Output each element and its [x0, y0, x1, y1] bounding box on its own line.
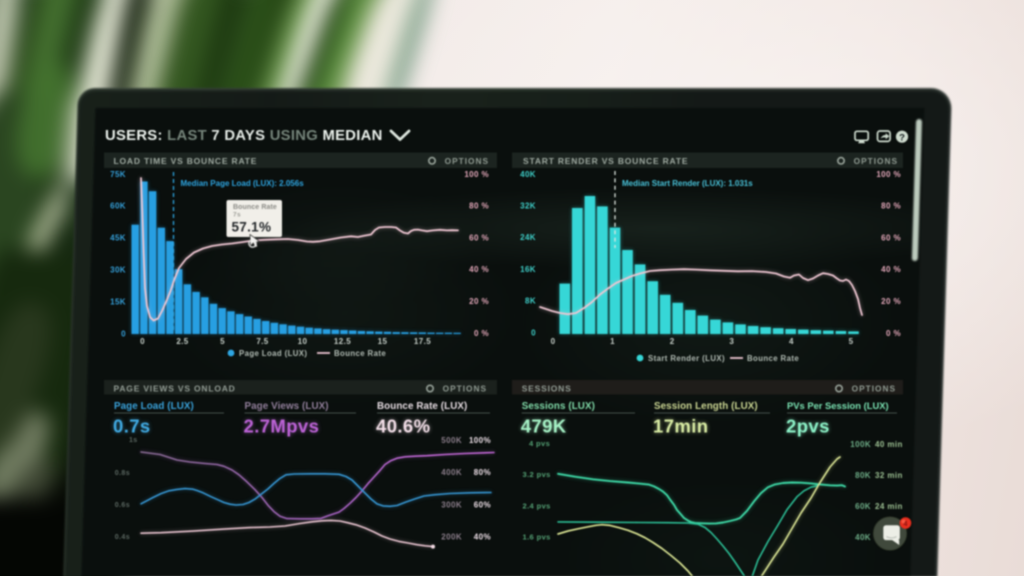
svg-text:0: 0	[140, 337, 145, 346]
svg-text:24 min: 24 min	[875, 502, 903, 511]
svg-text:60K: 60K	[855, 502, 871, 511]
svg-text:0.6s: 0.6s	[115, 502, 130, 509]
svg-text:17min: 17min	[653, 416, 708, 437]
svg-text:2.7Mpvs: 2.7Mpvs	[244, 416, 320, 437]
svg-text:60 %: 60 %	[469, 233, 489, 242]
svg-text:5: 5	[849, 337, 854, 346]
svg-text:24K: 24K	[520, 233, 536, 242]
svg-text:Page Load (LUX): Page Load (LUX)	[239, 349, 307, 358]
svg-text:400K: 400K	[441, 468, 462, 477]
svg-text:Median Start Render (LUX): 1.0: Median Start Render (LUX): 1.031s	[622, 179, 753, 188]
svg-text:32K: 32K	[520, 202, 536, 211]
svg-text:Bounce Rate: Bounce Rate	[747, 354, 799, 363]
svg-text:4: 4	[904, 521, 908, 528]
svg-text:17min: 17min	[653, 416, 708, 437]
svg-text:40 %: 40 %	[469, 265, 489, 274]
svg-text:479K: 479K	[521, 416, 567, 437]
svg-text:5: 5	[220, 337, 225, 346]
svg-text:2pvs: 2pvs	[786, 416, 830, 437]
svg-text:Page Load (LUX): Page Load (LUX)	[114, 401, 194, 412]
svg-text:2pvs: 2pvs	[786, 416, 830, 437]
svg-text:OPTIONS: OPTIONS	[445, 156, 489, 166]
svg-text:7.5: 7.5	[256, 337, 268, 346]
svg-text:8K: 8K	[525, 297, 536, 306]
svg-text:Page Views (LUX): Page Views (LUX)	[245, 401, 329, 412]
svg-text:OPTIONS: OPTIONS	[443, 384, 487, 394]
svg-text:75K: 75K	[110, 170, 126, 179]
svg-text:10: 10	[298, 337, 308, 346]
svg-text:40K: 40K	[520, 170, 536, 179]
svg-text:60 %: 60 %	[881, 233, 901, 242]
svg-text:3: 3	[729, 337, 734, 346]
svg-text:0.7s: 0.7s	[113, 416, 151, 437]
svg-text:32 min: 32 min	[875, 471, 903, 480]
svg-text:60K: 60K	[110, 202, 126, 211]
svg-text:4 pvs: 4 pvs	[529, 439, 550, 448]
svg-text:START RENDER VS BOUNCE RATE: START RENDER VS BOUNCE RATE	[523, 156, 688, 166]
svg-text:LOAD TIME VS BOUNCE RATE: LOAD TIME VS BOUNCE RATE	[114, 156, 258, 166]
svg-text:500K: 500K	[441, 436, 462, 445]
svg-text:Sessions (LUX): Sessions (LUX)	[522, 401, 595, 412]
svg-text:100 %: 100 %	[876, 170, 901, 179]
svg-text:80 %: 80 %	[469, 202, 489, 211]
svg-text:40.6%: 40.6%	[376, 416, 430, 437]
svg-text:15: 15	[378, 337, 388, 346]
svg-text:0: 0	[551, 337, 556, 346]
svg-text:15K: 15K	[110, 297, 126, 306]
svg-text:57.1%: 57.1%	[232, 220, 272, 235]
svg-text:40%: 40%	[474, 533, 491, 542]
svg-text:40.6%: 40.6%	[376, 416, 430, 437]
svg-text:30K: 30K	[110, 266, 126, 275]
svg-text:2.4 pvs: 2.4 pvs	[523, 501, 551, 510]
svg-text:USERS: LAST 7 DAYS USING MEDIA: USERS: LAST 7 DAYS USING MEDIAN	[105, 128, 383, 144]
svg-text:12.5: 12.5	[334, 337, 351, 346]
svg-text:100K: 100K	[850, 440, 871, 449]
svg-text:2.7Mpvs: 2.7Mpvs	[244, 416, 320, 437]
svg-text:40 min: 40 min	[875, 440, 903, 449]
svg-text:2.5: 2.5	[176, 337, 188, 346]
svg-text:20 %: 20 %	[881, 297, 901, 306]
svg-text:Bounce Rate: Bounce Rate	[334, 349, 386, 358]
svg-text:300K: 300K	[441, 500, 462, 509]
svg-text:?: ?	[899, 132, 905, 143]
svg-text:Session Length (LUX): Session Length (LUX)	[654, 401, 758, 412]
svg-text:OPTIONS: OPTIONS	[854, 156, 898, 166]
svg-text:PVs Per Session (LUX): PVs Per Session (LUX)	[787, 400, 889, 411]
svg-text:200K: 200K	[441, 533, 462, 542]
svg-text:OPTIONS: OPTIONS	[852, 384, 896, 394]
svg-text:Median Page Load (LUX): 2.056s: Median Page Load (LUX): 2.056s	[181, 179, 305, 188]
svg-text:40K: 40K	[855, 533, 871, 542]
svg-text:20 %: 20 %	[469, 297, 489, 306]
svg-text:100 %: 100 %	[464, 170, 489, 179]
svg-text:60%: 60%	[474, 500, 491, 509]
svg-text:17.5: 17.5	[414, 337, 431, 346]
svg-text:1s: 1s	[129, 437, 138, 444]
svg-text:2: 2	[670, 337, 675, 346]
svg-text:0 %: 0 %	[886, 329, 901, 338]
svg-text:100%: 100%	[469, 436, 491, 445]
svg-text:SESSIONS: SESSIONS	[522, 384, 572, 394]
svg-text:1: 1	[610, 337, 615, 346]
svg-text:Bounce Rate: Bounce Rate	[233, 204, 277, 211]
svg-text:0.8s: 0.8s	[115, 470, 130, 477]
svg-text:0.4s: 0.4s	[115, 534, 130, 541]
svg-text:80%: 80%	[474, 468, 491, 477]
svg-text:0 %: 0 %	[474, 329, 489, 338]
svg-text:Bounce Rate (LUX): Bounce Rate (LUX)	[377, 401, 467, 412]
svg-text:7s: 7s	[233, 212, 241, 219]
svg-text:1.6 pvs: 1.6 pvs	[523, 533, 551, 542]
svg-text:0: 0	[121, 329, 126, 338]
svg-text:40 %: 40 %	[881, 265, 901, 274]
svg-text:4: 4	[789, 337, 794, 346]
svg-text:45K: 45K	[110, 234, 126, 243]
svg-text:Start Render (LUX): Start Render (LUX)	[648, 354, 725, 363]
svg-text:479K: 479K	[521, 416, 567, 437]
svg-text:0.7s: 0.7s	[113, 416, 151, 437]
svg-text:PAGE VIEWS VS ONLOAD: PAGE VIEWS VS ONLOAD	[114, 384, 236, 394]
svg-text:16K: 16K	[520, 265, 536, 274]
svg-text:80 %: 80 %	[881, 202, 901, 211]
svg-text:80K: 80K	[855, 471, 871, 480]
svg-text:3.2 pvs: 3.2 pvs	[523, 470, 551, 479]
svg-text:0: 0	[531, 328, 536, 337]
